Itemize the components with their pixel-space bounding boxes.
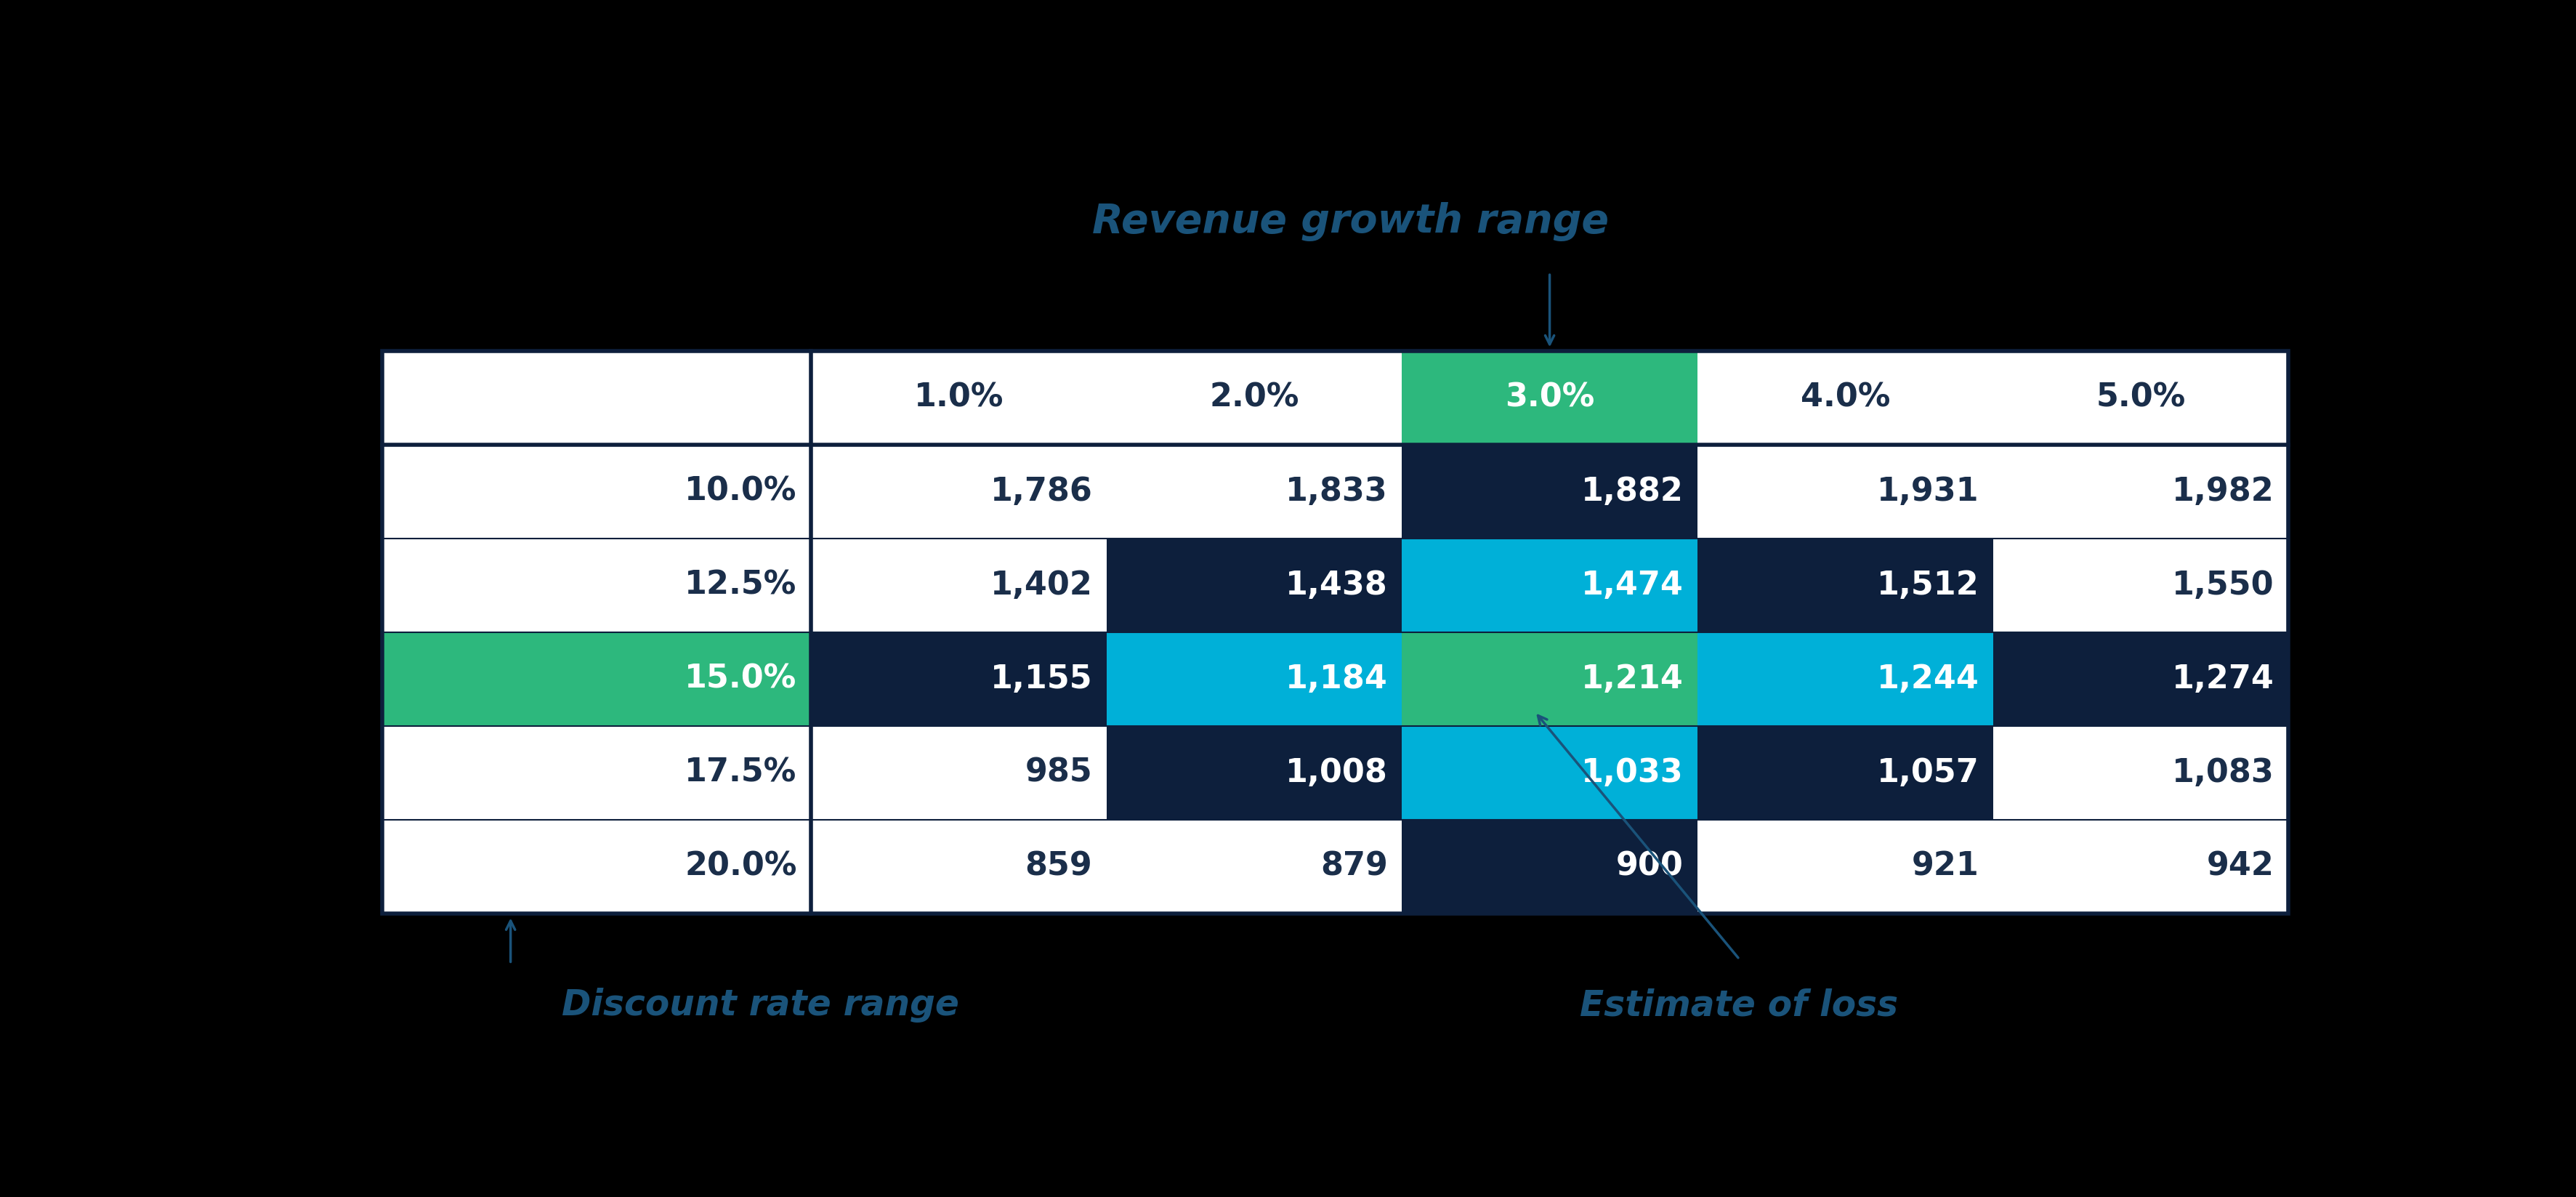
Bar (1994, 632, 2287, 725)
Bar (381, 632, 811, 725)
Text: 1,155: 1,155 (989, 663, 1092, 694)
Text: 1,008: 1,008 (1285, 757, 1388, 789)
Bar (1994, 725, 2287, 820)
Text: 1,786: 1,786 (989, 476, 1092, 508)
Bar (1994, 445, 2287, 539)
Bar (1401, 632, 1698, 725)
Bar (1401, 445, 1698, 539)
Text: 1,931: 1,931 (1878, 476, 1978, 508)
Text: 921: 921 (1911, 851, 1978, 882)
Text: 20.0%: 20.0% (685, 851, 796, 882)
Bar (1401, 820, 1698, 913)
Bar (811, 539, 1105, 632)
Bar (381, 539, 811, 632)
Bar (811, 725, 1105, 820)
Text: 1,402: 1,402 (989, 570, 1092, 601)
Text: 10.0%: 10.0% (685, 476, 796, 508)
Bar (1698, 725, 1994, 820)
Text: 1,882: 1,882 (1582, 476, 1685, 508)
Text: 1,057: 1,057 (1878, 757, 1978, 789)
Text: 879: 879 (1321, 851, 1388, 882)
Text: 1,982: 1,982 (2172, 476, 2275, 508)
Bar (1105, 539, 1401, 632)
Text: 900: 900 (1615, 851, 1685, 882)
Text: Estimate of loss: Estimate of loss (1579, 988, 1899, 1023)
Text: 2.0%: 2.0% (1208, 382, 1298, 413)
Text: 1,244: 1,244 (1875, 663, 1978, 694)
Bar (1698, 539, 1994, 632)
Bar (811, 351, 1105, 445)
Bar (811, 820, 1105, 913)
Text: 15.0%: 15.0% (685, 663, 796, 694)
Bar (1994, 539, 2287, 632)
Text: 1,438: 1,438 (1285, 570, 1388, 601)
Bar (381, 351, 811, 445)
Text: 4.0%: 4.0% (1801, 382, 1891, 413)
Text: 3.0%: 3.0% (1504, 382, 1595, 413)
Text: 17.5%: 17.5% (685, 757, 796, 789)
Bar (1401, 725, 1698, 820)
Bar (1698, 632, 1994, 725)
Bar (1105, 351, 1401, 445)
Bar (811, 632, 1105, 725)
Bar (1105, 632, 1401, 725)
Bar (1994, 351, 2287, 445)
Bar (1698, 820, 1994, 913)
Bar (1698, 351, 1994, 445)
Text: 1,083: 1,083 (2172, 757, 2275, 789)
Text: 859: 859 (1025, 851, 1092, 882)
Text: 1,274: 1,274 (2172, 663, 2275, 694)
Bar (381, 351, 2287, 913)
Text: 1,214: 1,214 (1582, 663, 1685, 694)
Bar (381, 445, 811, 539)
Text: 5.0%: 5.0% (2097, 382, 2184, 413)
Bar (811, 445, 1105, 539)
Bar (1105, 445, 1401, 539)
Bar (1401, 539, 1698, 632)
Text: 985: 985 (1025, 757, 1092, 789)
Bar (1401, 351, 1698, 445)
Bar (381, 820, 811, 913)
Bar (1698, 445, 1994, 539)
Text: 1,033: 1,033 (1582, 757, 1685, 789)
Text: 1,550: 1,550 (2172, 570, 2275, 601)
Text: Discount rate range: Discount rate range (562, 988, 958, 1023)
Bar (1994, 820, 2287, 913)
Text: 1.0%: 1.0% (914, 382, 1005, 413)
Text: 1,512: 1,512 (1878, 570, 1978, 601)
Text: 12.5%: 12.5% (685, 570, 796, 601)
Text: 942: 942 (2208, 851, 2275, 882)
Text: 1,833: 1,833 (1285, 476, 1388, 508)
Bar (1105, 725, 1401, 820)
Text: Revenue growth range: Revenue growth range (1092, 202, 1607, 242)
Text: 1,184: 1,184 (1285, 663, 1388, 694)
Bar (381, 725, 811, 820)
Text: 1,474: 1,474 (1582, 570, 1685, 601)
Bar (1105, 820, 1401, 913)
